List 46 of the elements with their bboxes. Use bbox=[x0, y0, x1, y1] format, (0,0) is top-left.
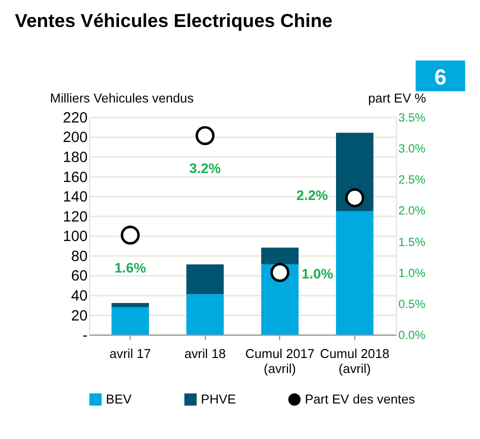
data-label: 1.0% bbox=[302, 265, 334, 282]
point bbox=[196, 126, 215, 146]
legend-label: PHVE bbox=[200, 391, 236, 406]
y-tick-label: 100 bbox=[62, 229, 88, 246]
data-label: 1.6% bbox=[114, 260, 146, 276]
chart-title: Ventes Véhicules Electriques Chine bbox=[14, 10, 332, 31]
y2-tick-label: 3.5% bbox=[398, 110, 426, 124]
y-tick-label: 140 bbox=[62, 190, 88, 206]
bar bbox=[112, 306, 149, 335]
x-tick-label: avril 18 bbox=[184, 346, 226, 361]
y-tick-label: 160 bbox=[62, 170, 88, 186]
y-tick-label: 200 bbox=[62, 130, 88, 146]
y2-tick-label: 1.5% bbox=[398, 234, 426, 249]
y-tick-label: - bbox=[82, 328, 88, 344]
y2-tick-label: 0.5% bbox=[398, 297, 426, 312]
bar bbox=[261, 248, 299, 264]
y2-tick-label: 1.0% bbox=[398, 266, 426, 280]
y-tick-label: 220 bbox=[62, 110, 88, 126]
bar bbox=[112, 303, 149, 307]
y-tick-label: 40 bbox=[71, 288, 88, 305]
y-tick-label: 180 bbox=[62, 150, 88, 166]
y2-tick-label: 2.0% bbox=[398, 204, 426, 218]
bar bbox=[186, 294, 224, 335]
bar bbox=[336, 210, 374, 335]
x-tick-label: Cumul 2018 (avril) bbox=[320, 346, 390, 376]
y-tick-label: 80 bbox=[71, 248, 88, 265]
y2-tick-label: 2.5% bbox=[398, 172, 426, 187]
point bbox=[345, 188, 364, 208]
legend-label: BEV bbox=[106, 391, 132, 406]
y-tick-label: 120 bbox=[62, 209, 88, 226]
point bbox=[270, 262, 290, 282]
legend-label: Part EV des ventes bbox=[304, 391, 415, 406]
bar bbox=[186, 264, 224, 294]
y2-axis-title: part EV % bbox=[368, 90, 426, 106]
x-tick-label: avril 17 bbox=[109, 346, 151, 361]
bar bbox=[336, 132, 374, 211]
y-tick-label: 60 bbox=[71, 268, 88, 285]
y2-tick-label: 3.0% bbox=[398, 142, 426, 156]
text: 6 bbox=[434, 64, 446, 90]
y-tick-label: 20 bbox=[71, 308, 88, 324]
data-label: 3.2% bbox=[189, 160, 221, 176]
y-axis-title: Milliers Vehicules vendus bbox=[50, 90, 194, 106]
data-label: 2.2% bbox=[296, 186, 328, 203]
point bbox=[120, 226, 140, 245]
y2-tick-label: 0.0% bbox=[398, 328, 426, 342]
x-tick-label: Cumul 2017 (avril) bbox=[245, 346, 315, 376]
